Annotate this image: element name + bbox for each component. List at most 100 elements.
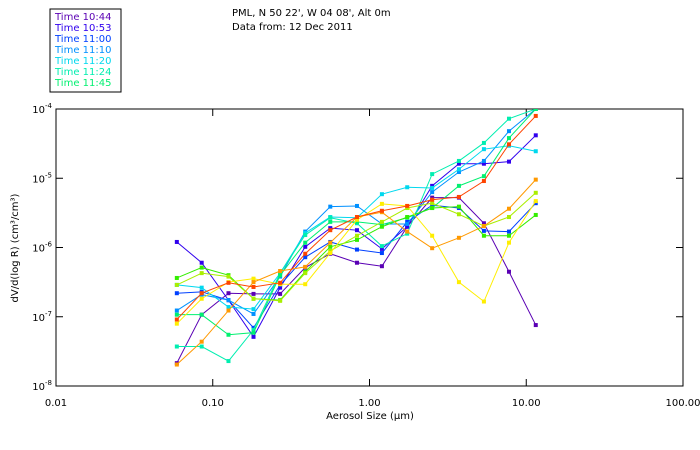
- series-11: [174, 113, 538, 322]
- legend-item: Time 10:44: [54, 12, 111, 23]
- data-point: [226, 298, 231, 303]
- data-point: [328, 248, 333, 253]
- data-point: [430, 197, 435, 202]
- data-point: [430, 183, 435, 188]
- data-point: [303, 240, 308, 245]
- data-point: [533, 113, 538, 118]
- data-point: [199, 339, 204, 344]
- x-tick-label: 0.10: [202, 398, 224, 409]
- data-point: [430, 185, 435, 190]
- data-point: [278, 298, 283, 303]
- data-point: [199, 312, 204, 317]
- legend-item: Time 11:45: [54, 78, 111, 89]
- legend-item: Time 11:10: [54, 45, 111, 56]
- data-point: [481, 228, 486, 233]
- data-point: [379, 251, 384, 256]
- data-point: [456, 235, 461, 240]
- legend-item: Time 11:20: [54, 56, 111, 67]
- data-point: [303, 271, 308, 276]
- data-point: [379, 264, 384, 269]
- data-point: [354, 215, 359, 220]
- y-axis-label: dV/d(log R) (cm³/cm³): [10, 193, 21, 302]
- y-tick-label: 10-8: [32, 379, 52, 393]
- data-point: [278, 271, 283, 276]
- data-point: [405, 203, 410, 208]
- data-point: [303, 282, 308, 287]
- data-point: [328, 244, 333, 249]
- data-point: [328, 251, 333, 256]
- data-point: [328, 240, 333, 245]
- series-group: [174, 109, 538, 367]
- data-point: [251, 280, 256, 285]
- data-point: [430, 233, 435, 238]
- data-point: [533, 201, 538, 206]
- data-point: [481, 221, 486, 226]
- data-point: [481, 147, 486, 152]
- data-point: [379, 222, 384, 227]
- data-point: [506, 229, 511, 234]
- data-point: [251, 284, 256, 289]
- x-tick-label: 1.00: [358, 398, 380, 409]
- data-point: [430, 206, 435, 211]
- data-point: [379, 246, 384, 251]
- legend-item: Time 10:53: [54, 23, 111, 34]
- data-point: [430, 203, 435, 208]
- data-point: [456, 167, 461, 172]
- legend-item: Time 11:00: [54, 34, 111, 45]
- data-point: [405, 221, 410, 226]
- data-point: [199, 344, 204, 349]
- data-point: [251, 334, 256, 339]
- y-tick-label: 10-4: [32, 102, 52, 116]
- data-point: [533, 149, 538, 154]
- data-point: [481, 179, 486, 184]
- data-point: [481, 224, 486, 229]
- data-point: [379, 244, 384, 249]
- data-point: [430, 246, 435, 251]
- y-tick-label: 10-5: [32, 171, 52, 185]
- data-point: [328, 226, 333, 231]
- data-point: [251, 296, 256, 301]
- data-point: [226, 274, 231, 279]
- data-point: [226, 308, 231, 313]
- data-point: [456, 183, 461, 188]
- data-point: [328, 215, 333, 220]
- data-point: [405, 231, 410, 236]
- data-point: [533, 177, 538, 182]
- data-point: [481, 158, 486, 163]
- chart-title: PML, N 50 22', W 04 08', Alt 0m: [232, 8, 391, 19]
- data-point: [506, 233, 511, 238]
- data-point: [303, 251, 308, 256]
- data-point: [199, 296, 204, 301]
- data-point: [303, 230, 308, 235]
- data-point: [251, 291, 256, 296]
- data-point: [354, 228, 359, 233]
- data-point: [199, 271, 204, 276]
- data-point: [303, 255, 308, 260]
- data-point: [506, 206, 511, 211]
- data-point: [533, 199, 538, 204]
- data-point: [481, 233, 486, 238]
- data-point: [174, 317, 179, 322]
- legend-item: Time 11:24: [54, 67, 111, 78]
- data-point: [379, 224, 384, 229]
- series-line: [176, 192, 537, 302]
- data-point: [456, 170, 461, 175]
- data-point: [405, 215, 410, 220]
- data-point: [199, 265, 204, 270]
- data-point: [405, 229, 410, 234]
- data-point: [174, 312, 179, 317]
- data-point: [456, 212, 461, 217]
- data-point: [354, 219, 359, 224]
- data-point: [533, 109, 538, 111]
- chart-subtitle: Data from: 12 Dec 2011: [232, 22, 353, 33]
- data-point: [251, 276, 256, 281]
- data-point: [354, 203, 359, 208]
- data-point: [278, 269, 283, 274]
- data-point: [506, 269, 511, 274]
- axis-ticks: 0.01 0.10 1.00 10.00 100.00 10-4 10-5 10-6 10-7 1…: [32, 102, 700, 409]
- data-point: [174, 275, 179, 280]
- data-point: [354, 247, 359, 252]
- data-point: [506, 142, 511, 147]
- data-point: [354, 237, 359, 242]
